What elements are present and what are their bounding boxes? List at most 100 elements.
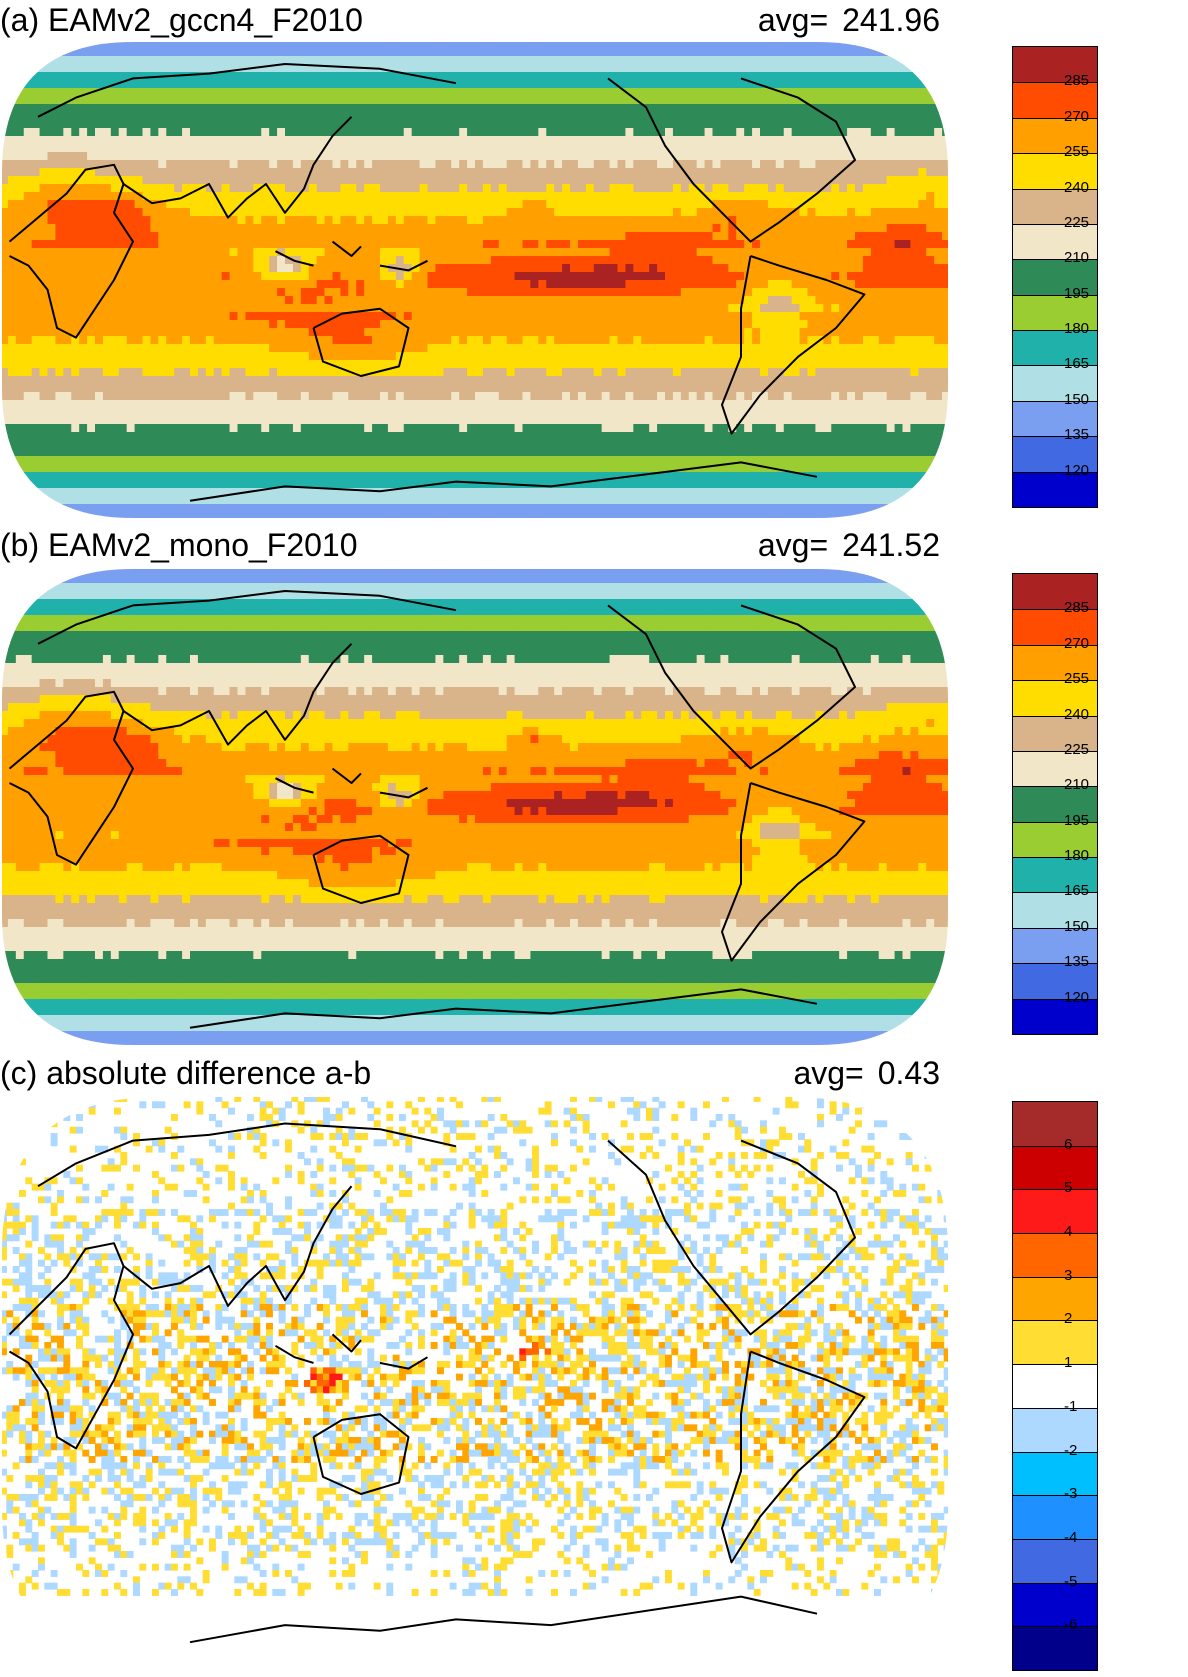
colorbar-swatch [1013,644,1097,681]
colorbar-tick-label: 3 [1064,1266,1073,1284]
colorbar-tick-label: 165 [1064,355,1090,373]
average-label: avg= [793,1055,864,1091]
panel-average: avg= 241.96 [758,2,940,38]
colorbar-swatch [1013,786,1097,822]
colorbar-swatch [1013,574,1097,610]
colorbar-tick-label: 6 [1064,1135,1073,1153]
average-label: avg= [757,527,829,563]
colorbar [1012,573,1098,1035]
colorbar-tick-label: -4 [1064,1528,1078,1546]
colorbar-tick-label: 2 [1064,1310,1073,1328]
average-value: 241.52 [842,527,940,563]
colorbar-tick-label: 150 [1064,390,1090,408]
coastlines [8,63,866,502]
colorbar-tick-label: 210 [1064,249,1090,267]
colorbar-tick-label: 240 [1064,178,1090,196]
colorbar-swatch [1013,1582,1097,1627]
colorbar [1012,1101,1098,1671]
colorbar-swatch [1013,1233,1097,1277]
colorbar-tick-label: 4 [1064,1223,1073,1241]
colorbar [1012,46,1098,508]
colorbar-swatch [1013,1364,1097,1408]
colorbar-tick-label: -5 [1064,1572,1078,1590]
panel-average: avg= 0.43 [793,1055,940,1091]
colorbar-swatch [1013,330,1097,366]
average-value: 241.96 [842,2,940,38]
average-label: avg= [757,2,829,38]
world-map [2,569,948,1045]
colorbar-swatch [1013,82,1097,118]
colorbar-tick-label: 210 [1064,776,1090,794]
colorbar-tick-label: 195 [1064,284,1090,302]
colorbar-tick-label: 225 [1064,740,1090,758]
colorbar-swatch [1013,1276,1097,1321]
colorbar-swatch [1013,1407,1097,1452]
panel-average: avg= 241.52 [758,527,940,563]
colorbar-swatch [1013,750,1097,787]
colorbar-swatch [1013,400,1097,437]
average-value: 0.43 [877,1055,940,1091]
colorbar-swatch [1013,927,1097,964]
colorbar-swatch [1013,117,1097,154]
colorbar-tick-label: 255 [1064,670,1090,688]
colorbar-swatch [1013,47,1097,83]
colorbar-tick-label: -2 [1064,1441,1078,1459]
colorbar-tick-label: -3 [1064,1485,1078,1503]
colorbar-tick-label: 240 [1064,705,1090,723]
colorbar-tick-label: 285 [1064,72,1090,90]
colorbar-swatch [1013,821,1097,858]
world-map [2,42,948,518]
colorbar-swatch [1013,609,1097,645]
colorbar-swatch [1013,259,1097,295]
colorbar-swatch [1013,857,1097,893]
colorbar-swatch [1013,892,1097,928]
colorbar-tick-label: 270 [1064,634,1090,652]
colorbar-tick-label: 195 [1064,811,1090,829]
colorbar-tick-label: 285 [1064,599,1090,617]
colorbar-swatch [1013,188,1097,224]
colorbar-swatch [1013,680,1097,716]
panel-title: (c) absolute difference a-b [0,1055,372,1091]
coastlines [8,590,866,1029]
panel-title: (a) EAMv2_gccn4_F2010 [0,2,363,38]
colorbar-swatch [1013,1451,1097,1496]
colorbar-tick-label: 225 [1064,213,1090,231]
colorbar-swatch [1013,223,1097,260]
colorbar-swatch [1013,153,1097,189]
colorbar-tick-label: 135 [1064,426,1090,444]
colorbar-swatch [1013,436,1097,472]
colorbar-swatch [1013,1189,1097,1234]
colorbar-swatch [1013,998,1097,1034]
colorbar-swatch [1013,1495,1097,1539]
colorbar-swatch [1013,1626,1097,1670]
colorbar-tick-label: 165 [1064,882,1090,900]
colorbar-tick-label: 120 [1064,988,1090,1006]
colorbar-tick-label: -6 [1064,1616,1078,1634]
colorbar-tick-label: 1 [1064,1354,1073,1372]
panel-a: (a) EAMv2_gccn4_F2010 avg= 241.96 285 270 2… [0,0,1188,560]
colorbar-swatch [1013,1102,1097,1146]
panel-b: (b) EAMv2_mono_F2010 avg= 241.52 285 270 25… [0,525,1188,1085]
colorbar-swatch [1013,365,1097,401]
colorbar-tick-label: -1 [1064,1397,1078,1415]
coastlines [8,1122,866,1644]
colorbar-swatch [1013,471,1097,507]
colorbar-swatch [1013,1538,1097,1583]
colorbar-tick-label: 135 [1064,953,1090,971]
panel-c: (c) absolute difference a-b avg= 0.43 6 5 4… [0,1053,1188,1673]
colorbar-tick-label: 120 [1064,461,1090,479]
colorbar-swatch [1013,715,1097,751]
world-map [2,1097,948,1644]
map-grid-cells [2,569,948,1045]
colorbar-tick-label: 5 [1064,1179,1073,1197]
colorbar-tick-label: 255 [1064,143,1090,161]
map-grid-cells [2,42,948,518]
colorbar-tick-label: 180 [1064,847,1090,865]
colorbar-swatch [1013,294,1097,331]
colorbar-tick-label: 180 [1064,320,1090,338]
colorbar-swatch [1013,963,1097,999]
colorbar-swatch [1013,1320,1097,1365]
colorbar-tick-label: 150 [1064,917,1090,935]
colorbar-swatch [1013,1145,1097,1190]
panel-title: (b) EAMv2_mono_F2010 [0,527,358,563]
